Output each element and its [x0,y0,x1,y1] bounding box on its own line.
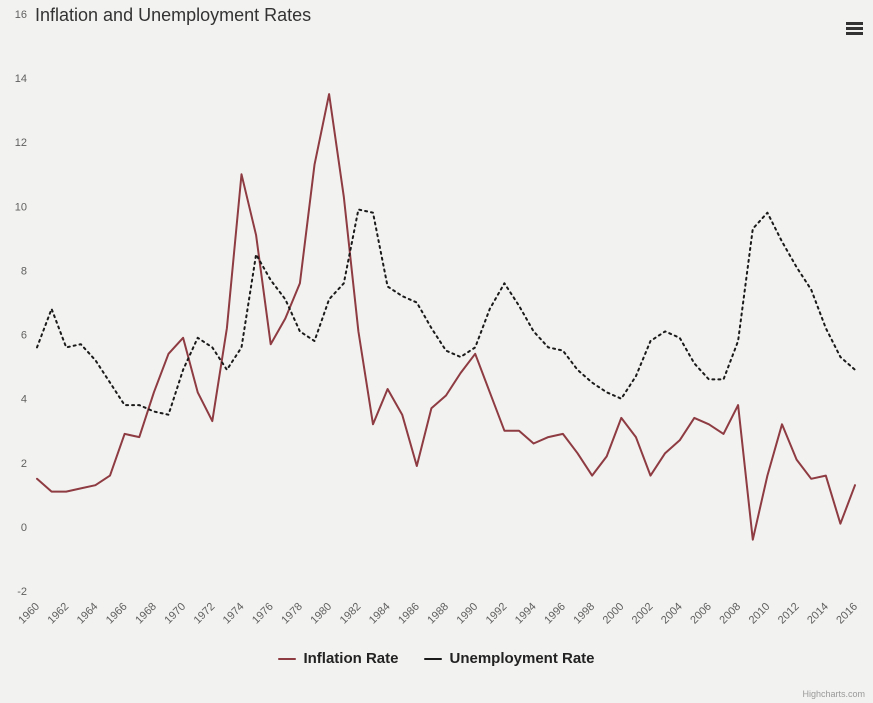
x-tick-label: 2014 [805,601,831,627]
legend-marker-0 [278,657,297,660]
y-tick-label: 14 [15,73,27,85]
x-tick-label: 1966 [104,601,130,627]
x-tick-label: 1980 [308,601,334,627]
x-tick-label: 2012 [776,601,802,627]
x-tick-label: 1992 [484,601,510,627]
y-tick-label: 10 [15,201,27,213]
x-tick-label: 1988 [425,601,451,627]
x-tick-label: 1984 [367,601,393,627]
legend: Inflation Rate Unemployment Rate [0,650,873,667]
y-tick-label: 2 [21,458,27,470]
x-tick-label: 1998 [571,601,597,627]
x-tick-label: 1994 [513,601,539,627]
x-tick-label: 2016 [834,601,860,627]
chart-title: Inflation and Unemployment Rates [35,5,312,25]
x-tick-label: 1982 [338,601,364,627]
x-tick-label: 1990 [455,601,481,627]
x-tick-label: 1978 [279,601,305,627]
x-tick-label: 2004 [659,601,685,627]
x-tick-label: 1962 [46,601,72,627]
x-tick-label: 1976 [250,601,276,627]
x-tick-label: 1996 [542,601,568,627]
export-menu-button[interactable] [842,16,867,41]
x-tick-label: 1964 [75,601,101,627]
y-tick-label: 0 [21,522,27,534]
x-tick-label: 2008 [717,601,743,627]
y-tick-label: 4 [21,394,27,406]
hamburger-icon [846,22,863,35]
y-tick-label: 16 [15,9,27,21]
y-tick-label: -2 [17,586,27,598]
highcharts-credits[interactable]: Highcharts.com [802,689,865,699]
x-tick-label: 1986 [396,601,422,627]
legend-item-unemployment-rate[interactable]: Unemployment Rate [424,650,595,667]
legend-label-unemployment-rate: Unemployment Rate [449,650,595,667]
inflation-rate-line[interactable] [36,93,856,541]
legend-marker-1 [424,657,443,660]
x-tick-label: 2006 [688,601,714,627]
x-tick-label: 1974 [221,601,247,627]
legend-label-inflation-rate: Inflation Rate [303,650,399,667]
y-tick-label: 6 [21,330,27,342]
y-tick-label: 12 [15,137,27,149]
x-tick-label: 1968 [133,601,159,627]
x-tick-label: 1970 [162,601,188,627]
unemployment-rate-line[interactable] [36,208,856,416]
y-tick-label: 8 [21,265,27,277]
x-tick-label: 2000 [601,601,627,627]
x-tick-label: 2010 [747,601,773,627]
x-tick-label: 1972 [192,601,218,627]
legend-item-inflation-rate[interactable]: Inflation Rate [278,650,398,667]
x-tick-label: 2002 [630,601,656,627]
x-tick-label: 1960 [16,601,42,627]
